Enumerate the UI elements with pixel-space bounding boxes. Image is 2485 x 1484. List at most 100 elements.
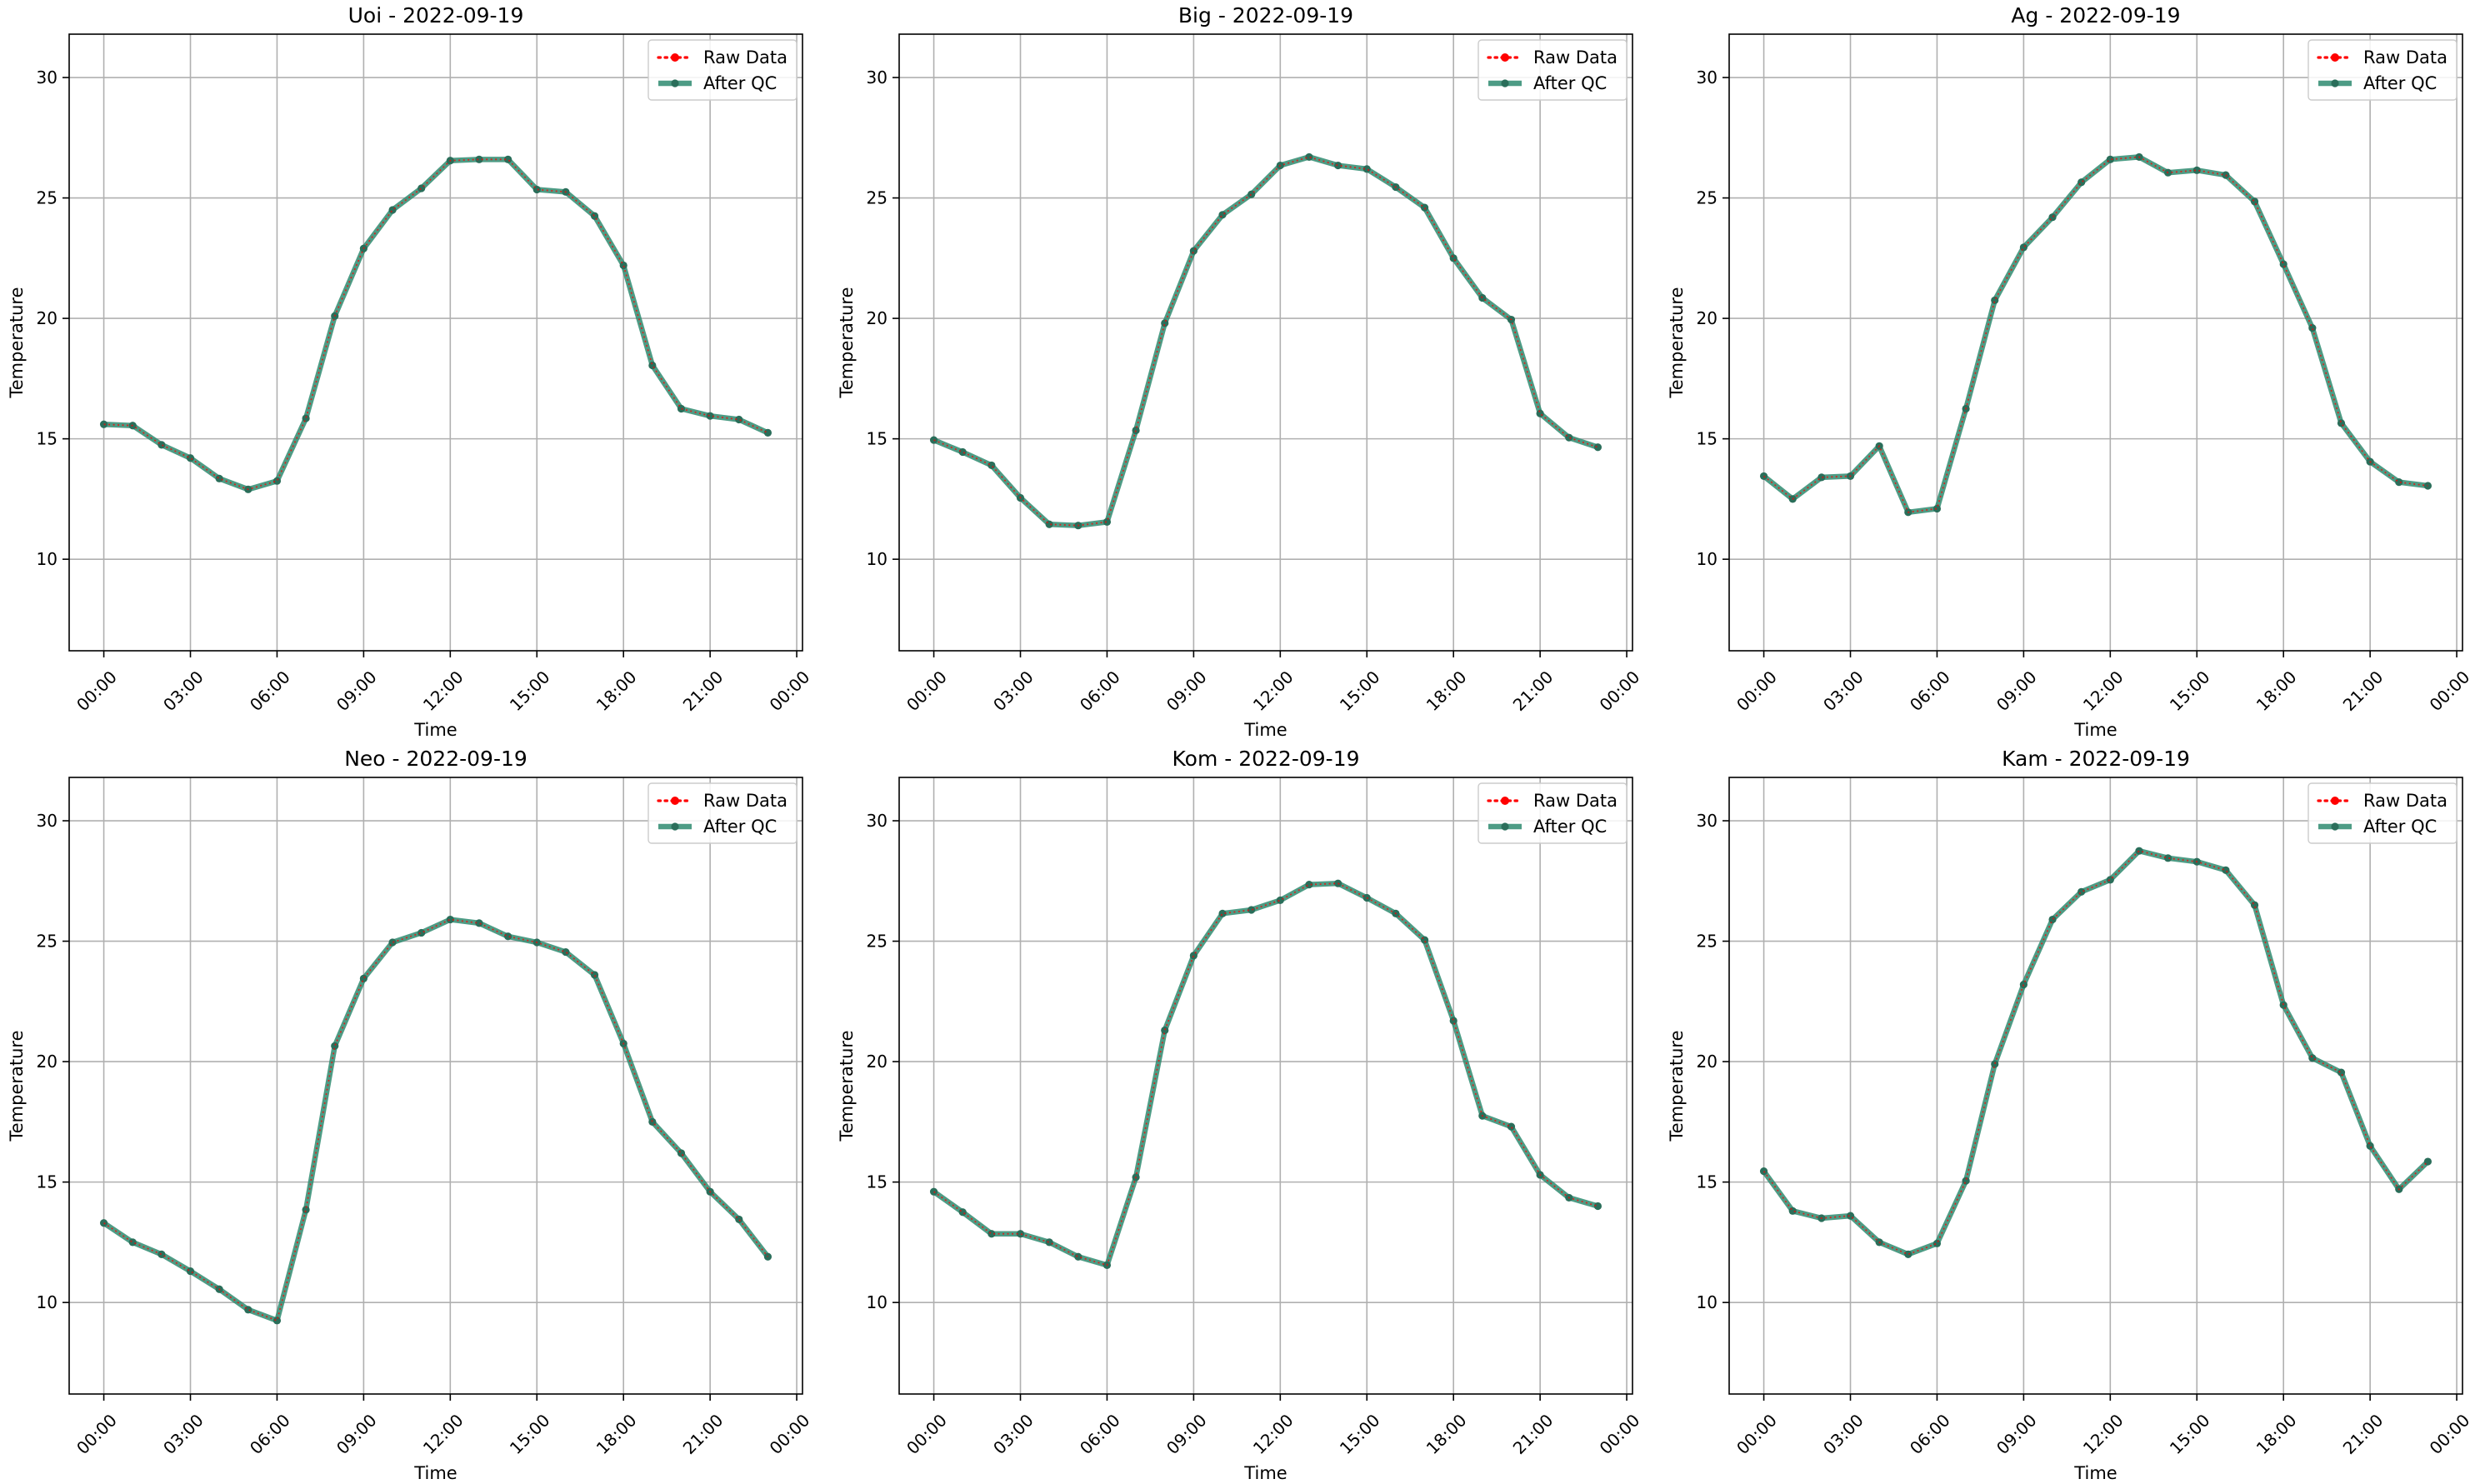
- after-qc-point: [2106, 155, 2114, 163]
- x-tick-label: 21:00: [1509, 667, 1558, 715]
- legend-raw-marker: [1501, 797, 1509, 805]
- after-qc-point: [2250, 197, 2259, 206]
- legend-qc-label: After QC: [2363, 817, 2437, 837]
- after-qc-point: [590, 212, 599, 220]
- legend-qc-marker: [671, 822, 679, 831]
- legend-raw-marker: [671, 53, 679, 62]
- after-qc-point: [677, 404, 686, 413]
- legend-qc-label: After QC: [703, 73, 777, 93]
- after-qc-point: [388, 206, 397, 214]
- series-line-after-qc: [1761, 154, 2431, 516]
- after-qc-point: [302, 414, 310, 422]
- after-qc-point: [2019, 980, 2028, 989]
- series-line-raw-data: [103, 918, 769, 1322]
- legend-raw-label: Raw Data: [2363, 791, 2448, 811]
- y-tick-label: 10: [1697, 549, 1718, 569]
- after-qc-point: [706, 412, 714, 420]
- x-tick-label: 12:00: [2079, 667, 2128, 715]
- after-qc-point: [302, 1206, 310, 1214]
- legend-raw-marker: [2331, 797, 2339, 805]
- x-tick-label: 06:00: [1076, 667, 1124, 715]
- after-qc-point: [619, 261, 628, 270]
- x-axis-label: Time: [1243, 1463, 1287, 1483]
- x-tick-label: 06:00: [1906, 1410, 1954, 1458]
- legend: Raw Data After QC: [1478, 782, 1628, 844]
- after-qc-point: [988, 461, 996, 470]
- subplot-title: Kom - 2022-09-19: [1172, 747, 1360, 771]
- axes-frame: [898, 777, 1633, 1395]
- x-axis-label: Time: [413, 1463, 457, 1483]
- y-tick-label: 20: [867, 1052, 888, 1072]
- axes-frame: [68, 777, 803, 1395]
- y-tick-label: 25: [867, 932, 888, 952]
- subplot-title: Kam - 2022-09-19: [2002, 747, 2190, 771]
- after-qc-point: [2078, 887, 2086, 896]
- x-tick-label: 00:00: [2426, 1410, 2474, 1458]
- x-tick-label: 00:00: [1732, 1410, 1781, 1458]
- x-tick-label: 00:00: [902, 667, 951, 715]
- after-qc-point: [272, 477, 282, 485]
- after-qc-point: [1045, 1238, 1053, 1247]
- after-qc-point: [2192, 166, 2201, 174]
- axes-frame: [68, 33, 803, 652]
- series-line-after-qc: [101, 917, 771, 1324]
- after-qc-point: [958, 1208, 967, 1217]
- after-qc-point: [272, 1317, 282, 1325]
- x-tick-label: 18:00: [1422, 667, 1471, 715]
- x-tick-label: 18:00: [2252, 1410, 2301, 1458]
- after-qc-point: [1276, 896, 1284, 905]
- subplot-3: 00:00 03:00 06:00 09:00 12:00 15:00 18:00 21:00…: [7, 747, 813, 1483]
- after-qc-point: [1102, 517, 1112, 526]
- x-tick-label: 18:00: [1422, 1410, 1471, 1458]
- series-line-after-qc: [1761, 847, 2431, 1257]
- after-qc-point: [2366, 1142, 2374, 1150]
- x-tick-label: 09:00: [1992, 667, 2041, 715]
- after-qc-point: [1189, 247, 1198, 255]
- after-qc-point: [186, 1267, 195, 1276]
- x-tick-label: 09:00: [332, 667, 381, 715]
- legend: Raw Data After QC: [2308, 782, 2458, 844]
- y-tick-label: 15: [1697, 429, 1718, 449]
- x-tick-label: 15:00: [2166, 1410, 2214, 1458]
- x-tick-label: 03:00: [1819, 1410, 1868, 1458]
- x-tick-label: 03:00: [989, 1410, 1038, 1458]
- y-axis-label: Temperature: [1667, 287, 1687, 398]
- x-tick-label: 12:00: [1249, 667, 1298, 715]
- after-qc-point: [1045, 520, 1053, 528]
- after-qc-point: [1507, 1122, 1516, 1131]
- legend-qc-label: After QC: [2363, 73, 2437, 93]
- after-qc-point: [735, 415, 743, 424]
- subplot-4: 00:00 03:00 06:00 09:00 12:00 15:00 18:00 21:00…: [837, 747, 1643, 1483]
- legend-raw-label: Raw Data: [703, 791, 788, 811]
- after-qc-point: [475, 155, 483, 163]
- series-line-after-qc: [101, 157, 771, 492]
- subplot-1: 00:00 03:00 06:00 09:00 12:00 15:00 18:00 21:00…: [837, 3, 1643, 740]
- after-qc-point: [1334, 161, 1342, 170]
- after-qc-point: [648, 1117, 657, 1126]
- axes-frame: [1728, 777, 2463, 1395]
- subplot-2: 00:00 03:00 06:00 09:00 12:00 15:00 18:00 21:00…: [1667, 3, 2473, 740]
- subplot-title: Neo - 2022-09-19: [344, 747, 528, 771]
- x-tick-label: 21:00: [2339, 1410, 2388, 1458]
- axes-frame: [898, 33, 1633, 652]
- after-qc-point: [1593, 1202, 1602, 1211]
- after-qc-point: [2019, 243, 2028, 252]
- x-tick-label: 00:00: [1596, 1410, 1644, 1458]
- legend-raw-label: Raw Data: [2363, 47, 2448, 67]
- after-qc-point: [1218, 211, 1227, 219]
- after-qc-point: [2164, 854, 2172, 862]
- after-qc-point: [1536, 409, 1544, 417]
- x-tick-label: 09:00: [332, 1410, 381, 1458]
- subplot-title: Uoi - 2022-09-19: [348, 3, 524, 27]
- x-tick-label: 03:00: [1819, 667, 1868, 715]
- after-qc-point: [186, 454, 195, 462]
- x-tick-label: 18:00: [592, 1410, 641, 1458]
- y-tick-label: 10: [37, 549, 58, 569]
- legend-raw-marker: [2331, 53, 2339, 62]
- y-tick-label: 20: [867, 308, 888, 328]
- after-qc-point: [1449, 1017, 1458, 1025]
- x-tick-label: 18:00: [2252, 667, 2301, 715]
- y-axis-label: Temperature: [1667, 1030, 1687, 1142]
- subplot-title: Big - 2022-09-19: [1178, 3, 1353, 27]
